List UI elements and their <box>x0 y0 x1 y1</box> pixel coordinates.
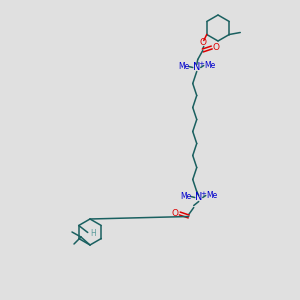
Text: O: O <box>171 209 178 218</box>
Text: O: O <box>199 38 206 47</box>
Text: Me: Me <box>206 191 218 200</box>
Text: O: O <box>212 43 219 52</box>
Text: +: + <box>200 190 206 196</box>
Text: N: N <box>193 62 200 73</box>
Text: Me: Me <box>178 62 189 71</box>
Text: Me: Me <box>204 61 215 70</box>
Text: +: + <box>198 61 204 67</box>
Text: H: H <box>90 229 96 238</box>
Text: Me: Me <box>180 192 191 201</box>
Text: N: N <box>195 193 202 202</box>
